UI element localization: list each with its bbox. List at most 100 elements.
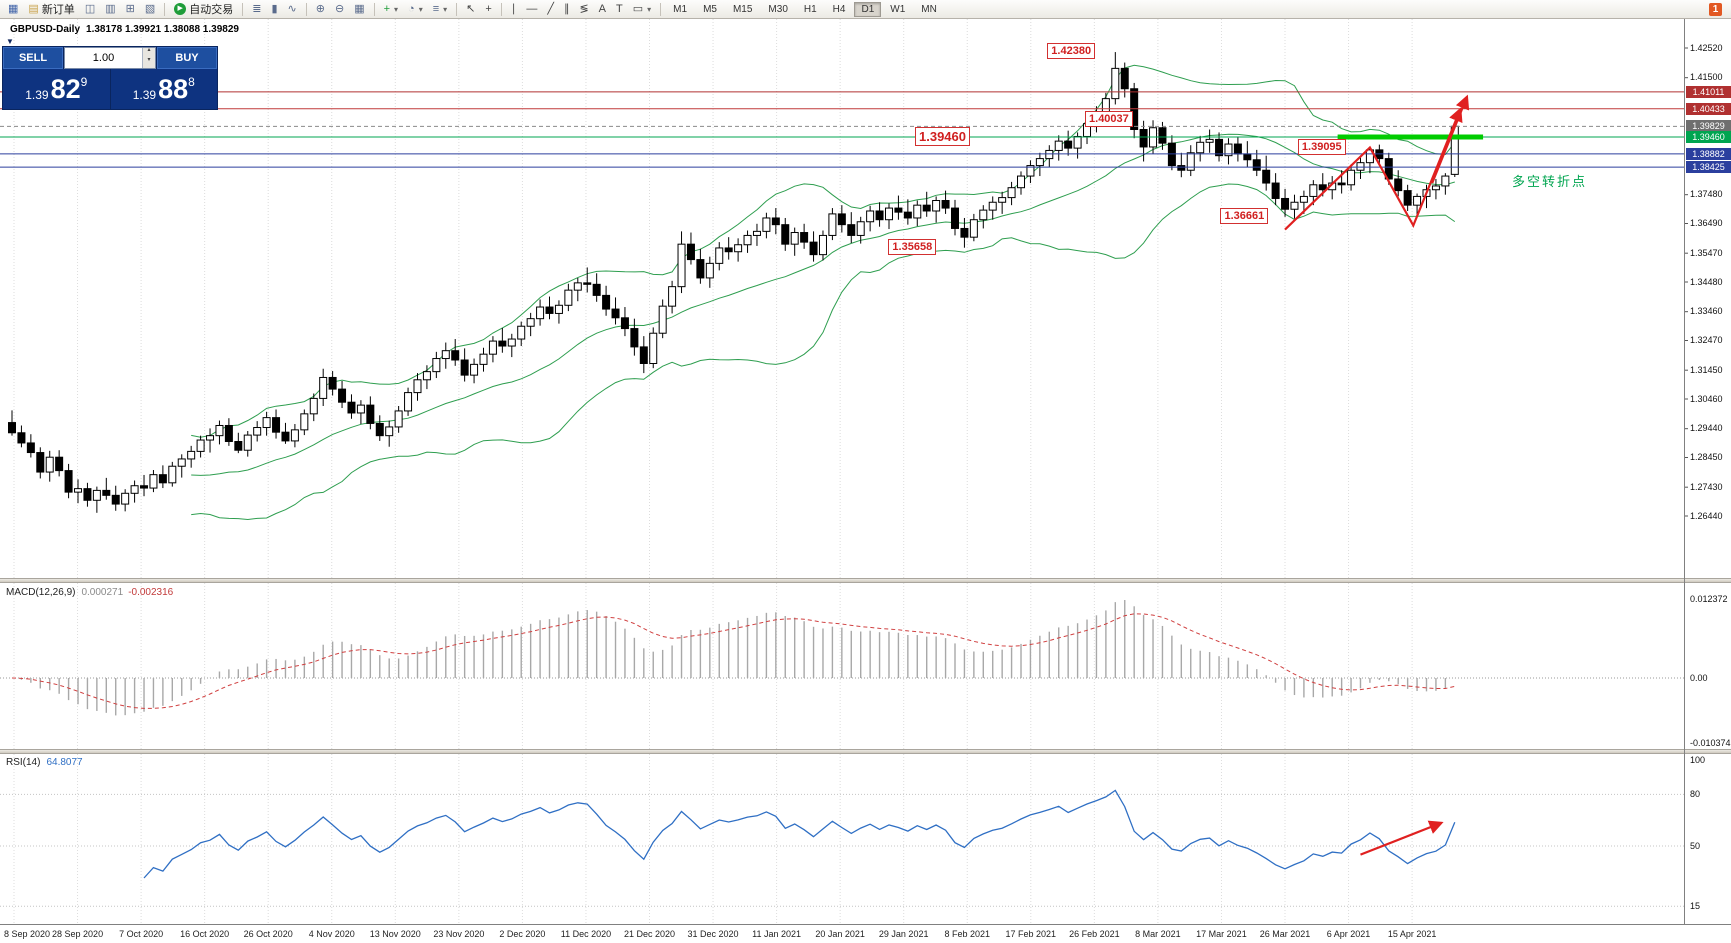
price-annotation[interactable]: 1.39460 xyxy=(915,127,970,147)
market-watch-icon[interactable]: ⊞ xyxy=(121,1,140,17)
price-annotation[interactable]: 1.39095 xyxy=(1297,138,1346,155)
macd-indicator[interactable] xyxy=(0,600,1684,716)
candlestick-chart-icon[interactable]: ▮ xyxy=(266,1,282,17)
price-annotation[interactable]: 1.40037 xyxy=(1085,111,1133,128)
timeframe-M1[interactable]: M1 xyxy=(673,3,688,15)
timeframe-D1[interactable]: D1 xyxy=(854,1,882,17)
sell-button[interactable]: SELL xyxy=(3,47,63,69)
rsi-line xyxy=(143,789,1456,879)
bar-chart-icon[interactable]: ≣ xyxy=(247,1,266,17)
text-label-icon[interactable]: T xyxy=(611,1,628,17)
price-annotation[interactable]: 1.36661 xyxy=(1220,207,1269,224)
tile-windows-icon[interactable]: ▦ xyxy=(349,1,369,17)
timeframe-M15[interactable]: M15 xyxy=(732,3,753,15)
rsi-up-arrow xyxy=(1360,820,1444,856)
horizontal-level-lines[interactable] xyxy=(0,91,1684,168)
channel-icon[interactable]: ∥ xyxy=(559,1,575,17)
buy-price-sup: 8 xyxy=(188,75,195,89)
price-annotation[interactable]: 1.35658 xyxy=(888,238,937,255)
price-axis-label: 1.28450 xyxy=(1690,452,1723,462)
zoom-in-icon[interactable]: ⊕ xyxy=(311,1,330,17)
price-annotation[interactable]: 1.42380 xyxy=(1047,43,1096,60)
date-axis-label: 20 Jan 2021 xyxy=(815,929,865,939)
price-axis-label: 1.34480 xyxy=(1690,276,1723,287)
sell-price[interactable]: 1.39 82 9 xyxy=(3,69,110,109)
timeframe-M30[interactable]: M30 xyxy=(768,3,788,15)
rsi-indicator[interactable] xyxy=(0,789,1684,907)
date-axis-label: 16 Oct 2020 xyxy=(180,929,230,939)
trendline-icon[interactable]: ╱ xyxy=(542,1,559,17)
date-axis[interactable]: 8 Sep 2020 28 Sep 2020 7 Oct 2020 16 Oct 20… xyxy=(0,924,1731,943)
volume-up-icon[interactable]: ▴ xyxy=(143,47,155,58)
price-axis-label: 1.36490 xyxy=(1690,218,1723,228)
shapes-icon[interactable]: ▭ ▾ xyxy=(628,1,656,17)
candlestick-series[interactable] xyxy=(8,52,1459,513)
toolbar-separator xyxy=(500,2,502,16)
new-order-icon: ▤ xyxy=(28,3,39,15)
volume-input[interactable] xyxy=(65,48,142,68)
price-axis-label: 1.31450 xyxy=(1690,364,1723,375)
periods-icon[interactable]: ◔ ▾ xyxy=(403,1,428,17)
text-label-icon: T xyxy=(616,3,623,15)
dropdown-caret-icon[interactable]: ▾ xyxy=(418,4,423,14)
horizontal-line-icon[interactable]: ― xyxy=(521,1,542,17)
auto-trading-icon: ▶ xyxy=(174,3,187,15)
bollinger-bands[interactable] xyxy=(191,64,1456,521)
turning-point-text[interactable]: 多空转折点 xyxy=(1512,174,1588,189)
sell-price-big: 82 xyxy=(50,74,81,104)
macd-pane-splitter[interactable] xyxy=(0,578,1731,583)
toolbar-separator xyxy=(242,2,244,16)
new-order-button-label: 新订单 xyxy=(41,4,75,16)
notification-badge[interactable]: 1 xyxy=(1709,2,1722,16)
navigator-icon[interactable]: ▧ xyxy=(140,1,160,17)
price-axis-badge: 1.41011 xyxy=(1686,85,1731,98)
toolbar-separator xyxy=(164,2,166,16)
macd-signal-value: -0.002316 xyxy=(128,587,174,598)
charts-grid-icon[interactable]: ◫ xyxy=(80,1,100,17)
dropdown-caret-icon[interactable]: ▾ xyxy=(443,4,448,14)
chart-window-icon[interactable]: ▦ xyxy=(3,1,23,17)
auto-trading-button[interactable]: ▶ 自动交易 xyxy=(169,1,238,17)
macd-name: MACD(12,26,9) xyxy=(6,587,76,598)
price-axis-label: 1.27430 xyxy=(1690,481,1723,492)
date-axis-label: 28 Sep 2020 xyxy=(52,929,104,939)
periods-icon: ◔ xyxy=(408,3,415,15)
profile-icon[interactable]: ▥ xyxy=(100,1,120,17)
templates-icon[interactable]: ≡ ▾ xyxy=(428,1,452,17)
templates-icon: ≡ xyxy=(432,3,440,15)
bar-chart-icon: ≣ xyxy=(252,3,262,15)
rsi-pane-splitter[interactable] xyxy=(0,749,1731,754)
dropdown-caret-icon[interactable]: ▾ xyxy=(647,4,652,14)
trend-arrows[interactable] xyxy=(1284,94,1470,856)
new-order-button[interactable]: ▤ 新订单 xyxy=(23,1,79,17)
date-axis-label: 26 Feb 2021 xyxy=(1069,929,1120,939)
price-axis[interactable]: 1.42520 1.41500 1.37480 1.36490 1.35470 1.344… xyxy=(1684,19,1731,924)
breakout-arrow xyxy=(1431,94,1470,184)
volume-down-icon[interactable]: ▾ xyxy=(143,57,155,68)
channel-icon: ∥ xyxy=(563,3,570,15)
buy-price[interactable]: 1.39 88 8 xyxy=(110,69,217,109)
date-axis-label: 17 Mar 2021 xyxy=(1196,929,1247,939)
indicators-add-icon[interactable]: + ▾ xyxy=(379,1,403,17)
candlestick-chart-icon: ▮ xyxy=(271,3,278,15)
timeframe-MN[interactable]: MN xyxy=(921,3,937,15)
fibonacci-icon[interactable]: ≶ xyxy=(574,1,593,17)
shapes-icon: ▭ xyxy=(632,3,644,15)
one-click-trading-panel[interactable]: SELL ▴ ▾ BUY 1.39 82 9 1.39 88 8 xyxy=(2,46,218,110)
buy-button[interactable]: BUY xyxy=(157,47,217,69)
dropdown-caret-icon[interactable]: ▾ xyxy=(394,4,399,14)
crosshair-icon[interactable]: + xyxy=(480,1,496,17)
timeframe-H1[interactable]: H1 xyxy=(803,3,817,15)
timeframe-M5[interactable]: M5 xyxy=(703,3,717,15)
cursor-icon[interactable]: ↖ xyxy=(461,1,480,17)
one-click-collapse-icon[interactable]: ▼ xyxy=(6,37,14,46)
zoom-out-icon[interactable]: ⊖ xyxy=(330,1,349,17)
price-axis-label: 1.30460 xyxy=(1690,393,1723,404)
line-chart-icon[interactable]: ∿ xyxy=(283,1,302,17)
text-icon[interactable]: A xyxy=(594,1,611,17)
timeframe-H4[interactable]: H4 xyxy=(832,3,846,15)
sell-price-prefix: 1.39 xyxy=(25,88,49,102)
vertical-line-icon[interactable]: ∣ xyxy=(506,1,522,17)
timeframe-W1[interactable]: W1 xyxy=(890,3,906,15)
